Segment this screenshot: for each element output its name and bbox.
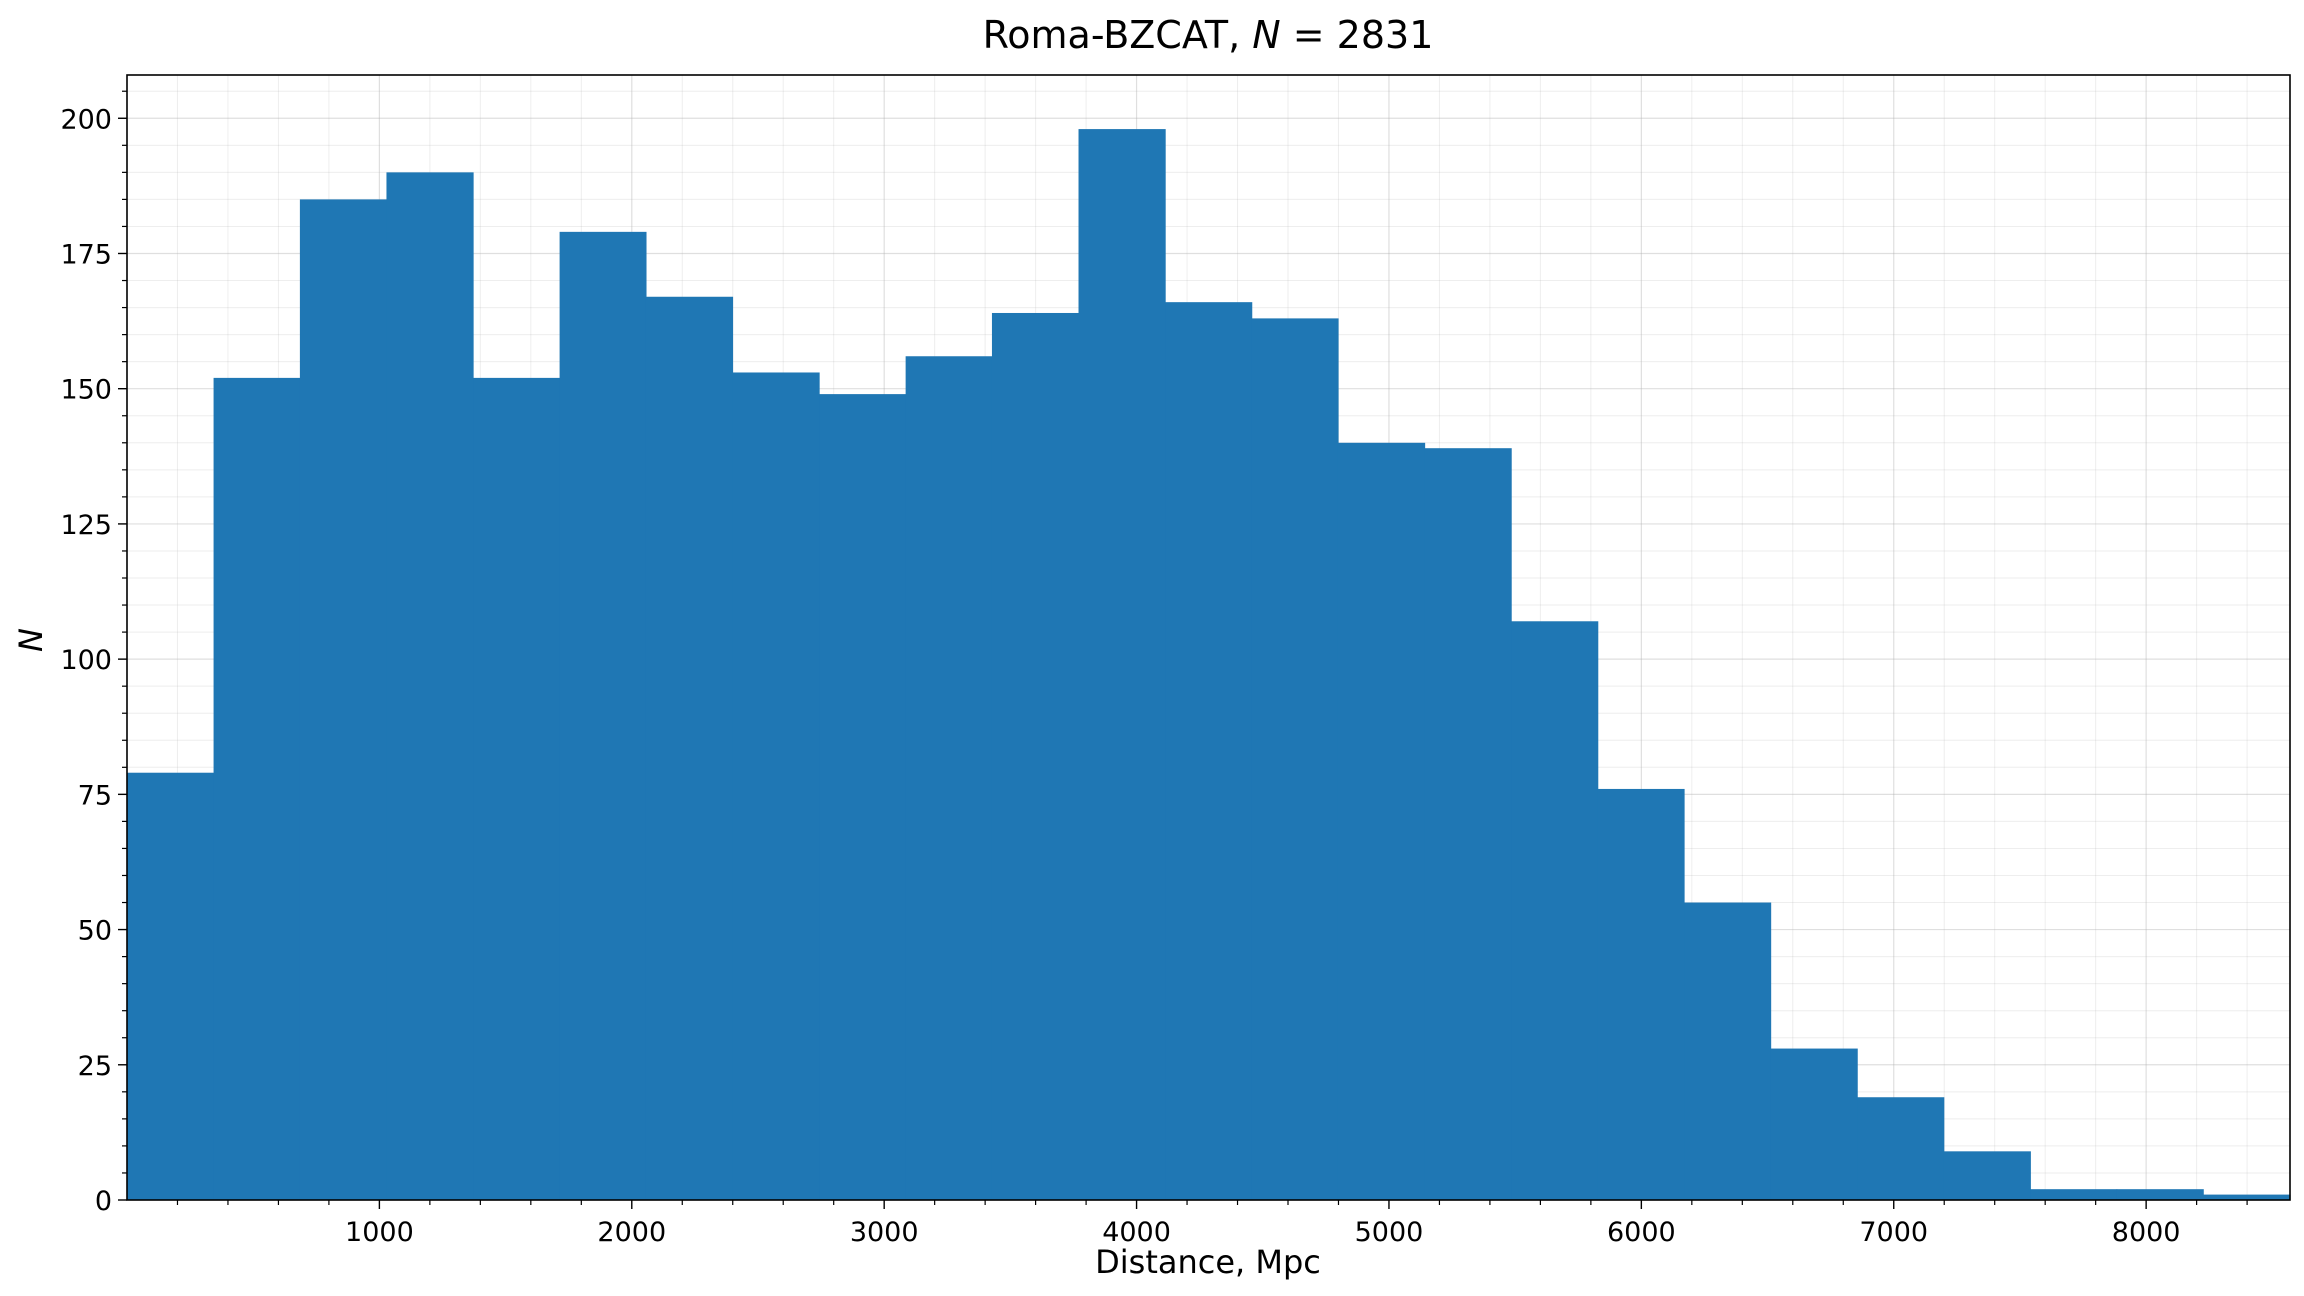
histogram-bar — [1078, 129, 1166, 1200]
histogram-bar — [559, 231, 647, 1201]
histogram-bar — [1943, 1151, 2031, 1200]
histogram-bar — [645, 296, 734, 1200]
histogram-bar — [1511, 621, 1599, 1200]
x-tick-label: 4000 — [1102, 1217, 1171, 1248]
histogram-bar — [127, 772, 215, 1200]
histogram-bar — [2116, 1189, 2204, 1200]
y-tick-label: 150 — [60, 375, 112, 406]
histogram-bar — [1165, 302, 1253, 1200]
y-tick-label: 200 — [60, 104, 112, 135]
histogram-bar — [1857, 1097, 1945, 1200]
histogram-bar — [1597, 788, 1685, 1200]
histogram-bar — [473, 377, 561, 1200]
y-axis-label: N — [12, 628, 50, 652]
chart-title-prefix: Roma-BZCAT, — [983, 13, 1253, 57]
x-tick-label: 3000 — [850, 1217, 919, 1248]
chart-title: Roma-BZCAT, N = 2831 — [983, 13, 1434, 57]
histogram-bar — [1424, 448, 1512, 1200]
y-tick-label: 0 — [95, 1186, 112, 1217]
histogram-bar — [905, 356, 993, 1200]
histogram-bar — [299, 199, 388, 1200]
histogram-bar — [1770, 1048, 1858, 1200]
bars-layer — [127, 129, 2291, 1201]
x-tick-label: 6000 — [1607, 1217, 1676, 1248]
y-tick-label: 75 — [78, 780, 112, 811]
histogram-bar — [213, 377, 301, 1200]
x-tick-label: 7000 — [1859, 1217, 1928, 1248]
y-tick-label: 50 — [78, 916, 112, 947]
histogram-bar — [2203, 1194, 2291, 1200]
chart-title-suffix: = 2831 — [1281, 13, 1434, 57]
chart-title-variable: N — [1252, 13, 1280, 57]
x-tick-label: 8000 — [2112, 1217, 2181, 1248]
x-tick-label: 5000 — [1355, 1217, 1424, 1248]
histogram-bar — [2030, 1189, 2118, 1200]
x-tick-label: 2000 — [597, 1217, 666, 1248]
x-axis-label: Distance, Mpc — [1095, 1243, 1321, 1281]
histogram-bar — [1684, 902, 1772, 1200]
histogram-bar — [819, 394, 907, 1200]
y-tick-label: 175 — [60, 239, 112, 270]
histogram-bar — [732, 372, 820, 1200]
histogram-bar — [991, 312, 1080, 1200]
histogram-bar — [386, 172, 474, 1201]
histogram-bar — [1337, 442, 1426, 1200]
y-tick-label: 125 — [60, 510, 112, 541]
y-tick-label: 25 — [78, 1051, 112, 1082]
x-tick-label: 1000 — [345, 1217, 414, 1248]
axes-layer: 1000 2000 3000 4000 5000 6000 7000 8000 0 25 50 75 1… — [60, 74, 2291, 1248]
plot-frame — [126, 74, 2291, 1201]
histogram-bar — [1251, 318, 1339, 1201]
y-tick-label: 100 — [60, 645, 112, 676]
